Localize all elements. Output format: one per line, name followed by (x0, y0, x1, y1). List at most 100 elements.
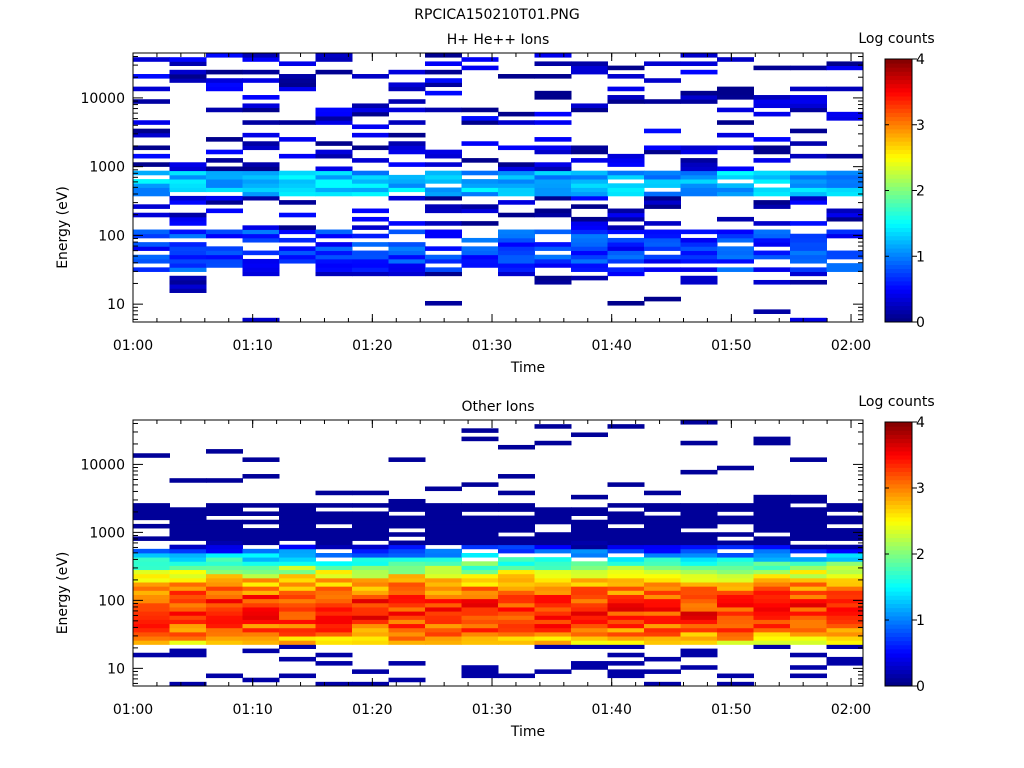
heatmap-cell (753, 111, 791, 117)
heatmap-cell (571, 627, 608, 633)
heatmap-cell (425, 233, 462, 239)
heatmap-cell (279, 573, 316, 579)
heatmap-cell (498, 631, 535, 637)
heatmap-cell (461, 237, 499, 243)
heatmap-cell (790, 640, 827, 645)
heatmap-cell (169, 263, 207, 268)
colorbar-swatch (885, 83, 912, 89)
heatmap-cell (352, 254, 389, 260)
heatmap-cell (753, 598, 791, 604)
heatmap-cell (133, 631, 170, 637)
heatmap-cell (206, 582, 243, 587)
heatmap-cell (680, 557, 718, 562)
heatmap-cell (790, 515, 827, 521)
heatmap-cell (206, 586, 243, 591)
heatmap-cell (790, 179, 827, 184)
heatmap-cell (826, 229, 864, 235)
heatmap-cell (133, 74, 170, 79)
heatmap-cell (753, 544, 791, 550)
heatmap-cell (790, 250, 827, 256)
heatmap-cell (133, 577, 170, 583)
heatmap-cell (242, 607, 280, 612)
heatmap-cell (680, 548, 718, 554)
heatmap-cell (498, 162, 535, 167)
heatmap-cell (571, 569, 608, 575)
heatmap-cell (680, 553, 718, 558)
heatmap-cell (571, 507, 608, 512)
heatmap-cell (571, 586, 608, 591)
heatmap-cell (133, 187, 170, 193)
heatmap-cell (571, 565, 608, 571)
heatmap-cell (534, 561, 572, 566)
heatmap-cell (607, 237, 645, 243)
heatmap-cell (169, 619, 207, 625)
heatmap-cell (571, 246, 608, 251)
heatmap-cell (826, 86, 864, 92)
heatmap-cell (352, 511, 389, 516)
heatmap-cell (461, 254, 499, 260)
heatmap-cell (753, 103, 791, 109)
heatmap-cell (826, 183, 864, 188)
heatmap-cell (680, 536, 718, 541)
heatmap-cell (680, 619, 718, 625)
colorbar-swatch (885, 211, 912, 216)
heatmap-cell (790, 557, 827, 562)
heatmap-cell (133, 523, 170, 529)
heatmap-cell (461, 598, 499, 604)
heatmap-cell (680, 242, 718, 247)
heatmap-cell (242, 577, 280, 583)
heatmap-cell (680, 586, 718, 591)
heatmap-cell (425, 619, 462, 625)
heatmap-cell (534, 565, 572, 571)
colorbar-swatch (885, 285, 912, 290)
heatmap-cell (607, 673, 645, 679)
colorbar-swatch (885, 587, 912, 592)
heatmap-cell (498, 258, 535, 264)
heatmap-cell (461, 577, 499, 583)
colorbar-swatch (885, 595, 912, 600)
colorbar-swatch (885, 165, 912, 171)
heatmap-cell (790, 95, 827, 100)
heatmap-cell (461, 636, 499, 641)
heatmap-cell (790, 607, 827, 612)
heatmap-cell (534, 590, 572, 595)
heatmap-cell (315, 246, 353, 251)
heatmap-cell (717, 602, 754, 608)
heatmap-cell (534, 74, 572, 79)
heatmap-cell (498, 507, 535, 512)
heatmap-cell (352, 183, 389, 188)
heatmap-cell (717, 170, 754, 176)
heatmap-cell (680, 246, 718, 251)
heatmap-cell (169, 174, 207, 180)
heatmap-cell (826, 263, 864, 268)
heatmap-cell (461, 532, 499, 537)
heatmap-cell (242, 548, 280, 554)
heatmap-cell (242, 120, 280, 125)
heatmap-cell (169, 246, 207, 251)
heatmap-cell (680, 544, 718, 550)
heatmap-cell (644, 149, 681, 155)
heatmap-cell (680, 503, 718, 508)
heatmap-cell (534, 137, 572, 142)
heatmap-cell (790, 507, 827, 512)
heatmap-cell (133, 246, 170, 251)
heatmap-cell (133, 553, 170, 558)
colorbar-swatch (885, 574, 912, 580)
heatmap-cell (352, 569, 389, 575)
heatmap-cell (534, 229, 572, 235)
heatmap-cell (242, 557, 280, 562)
heatmap-cell (315, 515, 353, 521)
heatmap-cell (644, 519, 681, 525)
colorbar-swatch (885, 450, 912, 456)
heatmap-cell (717, 631, 754, 637)
heatmap-cell (644, 267, 681, 272)
heatmap-cell (534, 573, 572, 579)
heatmap-cell (571, 619, 608, 625)
heatmap-cell (352, 158, 389, 163)
heatmap-cell (607, 631, 645, 637)
colorbar-swatch (885, 653, 912, 658)
heatmap-cell (352, 611, 389, 616)
heatmap-cell (826, 627, 864, 633)
heatmap-cell (133, 507, 170, 512)
heatmap-cell (717, 258, 754, 264)
